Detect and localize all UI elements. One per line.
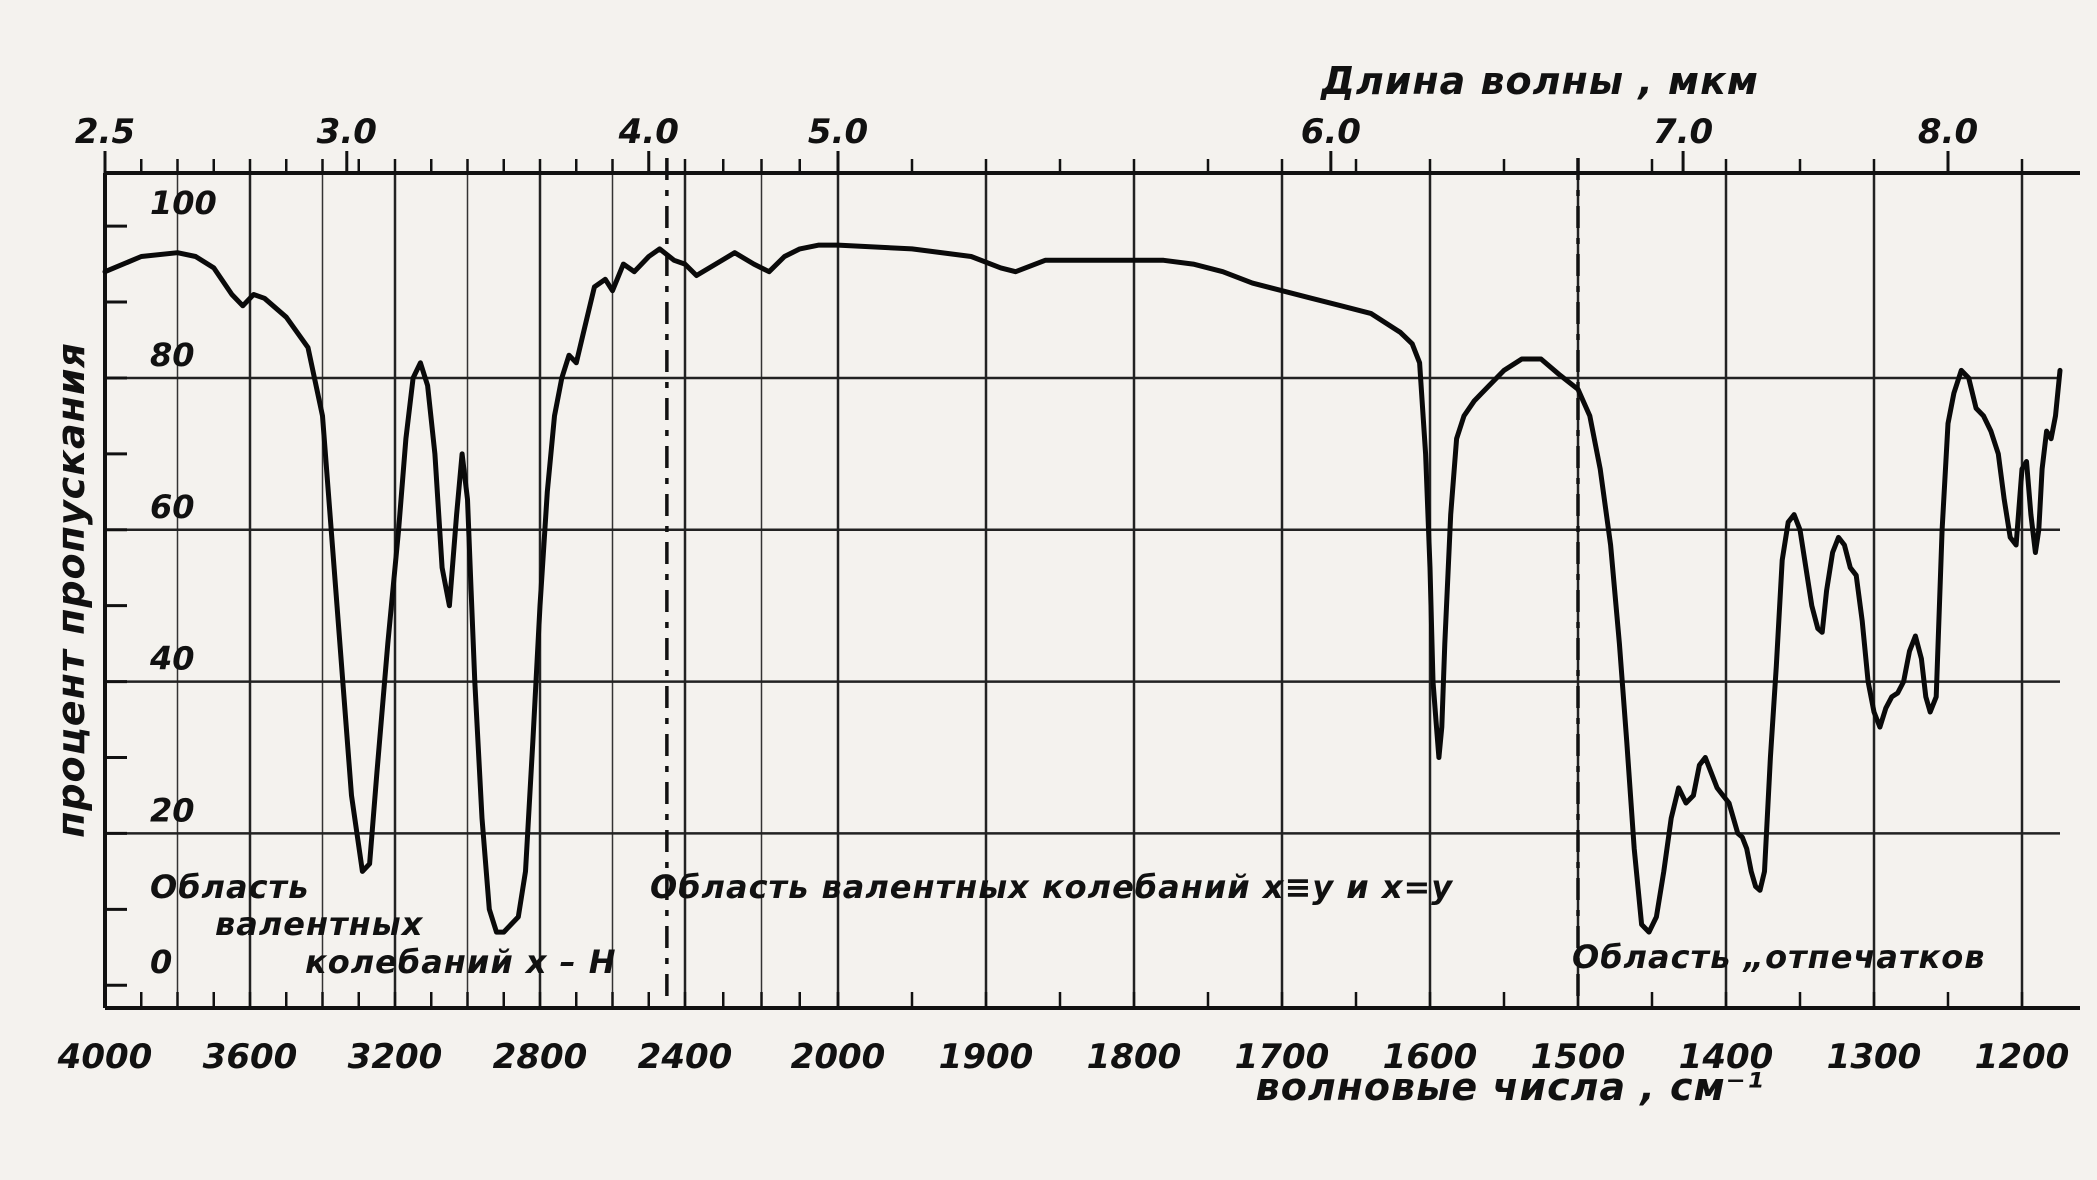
y-tick-label: 40: [149, 640, 195, 678]
region-label-right: Область „отпечатков: [1572, 938, 1985, 976]
x-tick-label: 2400: [638, 1037, 733, 1077]
region-label-left-line3: колебаний x – H: [305, 943, 617, 981]
top-axis-title: Длина волны , мкм: [1320, 59, 1759, 103]
x-tick-label: 3600: [203, 1037, 298, 1077]
y-tick-label: 60: [150, 488, 195, 526]
y-tick-label: 80: [150, 336, 195, 374]
top-tick-label: 6.0: [1301, 112, 1361, 152]
x-axis-title: волновые числа , см⁻¹: [1256, 1065, 1765, 1109]
top-tick-label: 8.0: [1918, 112, 1978, 152]
region-label-middle: Область валентных колебаний x≡y и x=y: [650, 868, 1453, 906]
plot-frame: [103, 159, 2080, 1010]
y-tick-label: 0: [150, 943, 172, 981]
x-tick-label: 2000: [791, 1037, 886, 1077]
y-tick-label: 20: [150, 791, 195, 829]
region-dividers: [665, 158, 1580, 1008]
x-tick-label: 3200: [348, 1037, 443, 1077]
x-tick-label: 4000: [57, 1037, 153, 1077]
x-tick-label: 1500: [1531, 1037, 1626, 1077]
x-tick-label: 1800: [1087, 1037, 1182, 1077]
x-tick-label: 1400: [1679, 1037, 1774, 1077]
x-tick-label: 1900: [939, 1037, 1034, 1077]
x-ticks: 4000 3600 3200 2800 2400 2000 1900 1800 1700 1600…: [57, 1037, 2070, 1077]
region-label-left-line1: Область: [150, 868, 309, 906]
top-tick-label: 4.0: [618, 112, 679, 152]
y-tick-labels: 0 20 40 60 80 100: [149, 184, 217, 981]
top-tick-label: 3.0: [317, 112, 377, 152]
y-tick-label: 100: [150, 184, 217, 222]
x-tick-label: 1700: [1235, 1037, 1330, 1077]
series-group: [102, 242, 2063, 935]
spectrum-line: [102, 242, 2063, 935]
x-tick-label: 2800: [493, 1037, 588, 1077]
x-tick-label: 1600: [1383, 1037, 1478, 1077]
top-tick-label: 2.5: [75, 112, 135, 152]
top-tick-label: 7.0: [1653, 112, 1713, 152]
region-label-left-line2: валентных: [215, 905, 424, 943]
top-tick-label: 5.0: [808, 112, 868, 152]
x-tick-label: 1300: [1827, 1037, 1922, 1077]
x-tick-label: 1200: [1975, 1037, 2070, 1077]
y-axis-title: процент пропускания: [49, 342, 93, 838]
top-tick-labels: 2.5 3.0 4.0 5.0 6.0 7.0 8.0: [75, 112, 1978, 173]
